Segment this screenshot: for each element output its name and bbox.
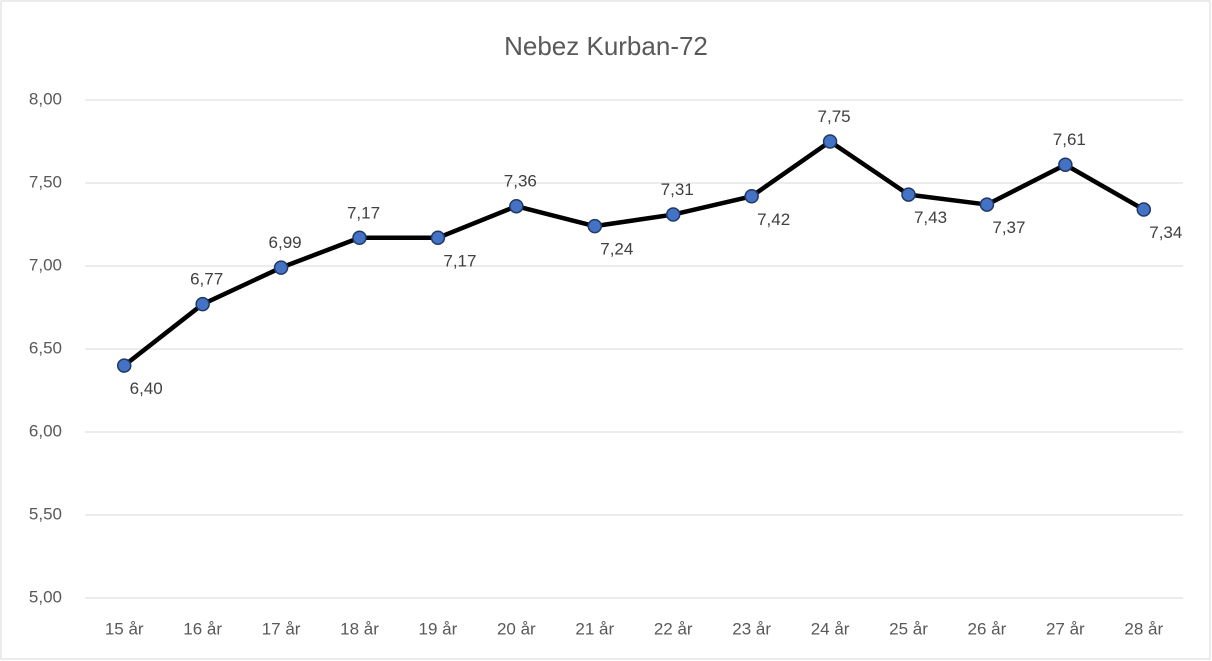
data-label: 7,36 <box>504 172 537 191</box>
y-tick-label: 5,00 <box>29 587 62 606</box>
data-label: 7,24 <box>600 240 633 259</box>
marker <box>430 230 446 246</box>
x-tick-label: 18 år <box>340 619 379 638</box>
marker <box>1136 202 1152 217</box>
y-tick-label: 7,50 <box>29 172 62 191</box>
x-tick-label: 28 år <box>1124 619 1163 638</box>
x-tick-label: 19 år <box>419 619 458 638</box>
marker <box>1058 157 1073 172</box>
y-tick-label: 5,50 <box>29 504 62 523</box>
x-tick-label: 20 år <box>497 619 536 638</box>
y-tick-label: 7,00 <box>29 255 62 274</box>
x-tick-label: 15 år <box>105 619 144 638</box>
data-label: 7,61 <box>1053 130 1086 149</box>
marker <box>744 189 759 204</box>
x-tick-label: 16 år <box>183 619 222 638</box>
data-label: 6,40 <box>130 379 163 398</box>
marker <box>901 187 916 202</box>
x-tick-label: 27 år <box>1046 619 1085 638</box>
marker <box>587 218 603 234</box>
data-label: 7,43 <box>914 208 947 227</box>
data-label: 7,17 <box>347 203 380 222</box>
data-label: 6,77 <box>190 270 223 289</box>
marker <box>116 358 132 373</box>
data-label: 7,17 <box>443 251 476 270</box>
chart-title: Nebez Kurban-72 <box>504 31 708 61</box>
y-tick-label: 6,50 <box>29 338 62 357</box>
marker <box>195 296 210 312</box>
marker <box>822 134 838 149</box>
data-label: 7,31 <box>661 180 694 199</box>
y-tick-label: 6,00 <box>29 421 62 440</box>
marker <box>665 207 681 222</box>
marker <box>509 198 524 214</box>
line <box>122 139 1145 368</box>
data-label: 7,42 <box>757 210 790 229</box>
marker <box>352 230 367 246</box>
x-tick-label: 22 år <box>654 619 693 638</box>
x-tick-label: 23 år <box>732 619 771 638</box>
data-label: 7,34 <box>1149 223 1182 242</box>
marker <box>979 197 995 212</box>
x-tick-label: 26 år <box>968 619 1007 638</box>
x-tick-label: 24 år <box>811 619 850 638</box>
data-label: 6,99 <box>269 233 302 252</box>
x-tick-label: 17 år <box>262 619 301 638</box>
x-tick-label: 25 år <box>889 619 928 638</box>
data-label: 7,75 <box>818 107 851 126</box>
x-tick-label: 21 år <box>575 619 614 638</box>
y-tick-label: 8,00 <box>29 89 62 108</box>
data-label: 7,37 <box>992 218 1025 237</box>
marker <box>273 260 289 275</box>
